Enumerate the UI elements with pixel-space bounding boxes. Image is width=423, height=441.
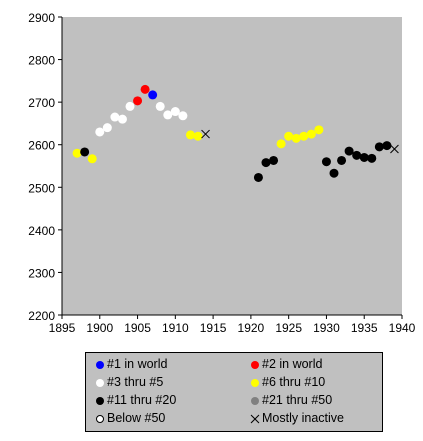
y-tick-label: 2700	[28, 96, 55, 110]
x-tick-label: 1905	[124, 321, 151, 335]
data-point	[291, 133, 301, 143]
data-point	[87, 154, 97, 164]
data-point	[117, 114, 127, 124]
data-point	[314, 125, 324, 135]
data-point	[178, 111, 188, 121]
data-point	[359, 152, 369, 162]
dot-marker-icon	[250, 357, 260, 373]
inactive-marker	[390, 144, 399, 154]
data-point	[352, 150, 362, 160]
data-point	[284, 131, 294, 141]
y-tick-label: 2300	[28, 266, 55, 280]
data-point	[261, 158, 271, 168]
legend-label: #1 in world	[107, 357, 168, 371]
x-tick-label: 1935	[351, 321, 378, 335]
data-point	[170, 107, 180, 117]
data-point	[95, 127, 105, 137]
legend-item: #21 thru #50	[250, 392, 332, 408]
x-tick-label: 1925	[275, 321, 302, 335]
legend-item: #2 in world	[250, 356, 322, 372]
data-point	[125, 101, 135, 111]
y-tick-label: 2900	[28, 11, 55, 25]
data-point	[110, 112, 120, 122]
dot-marker-icon	[250, 375, 260, 391]
legend-label: Below #50	[107, 411, 166, 425]
plot-area	[62, 17, 402, 315]
data-point	[148, 90, 158, 100]
legend-label: Mostly inactive	[262, 411, 344, 425]
data-point	[140, 84, 150, 94]
data-point	[163, 110, 173, 120]
data-point	[382, 141, 392, 151]
legend-label: #2 in world	[262, 357, 323, 371]
x-tick-label: 1915	[200, 321, 227, 335]
data-point	[321, 157, 331, 167]
data-point	[80, 147, 90, 157]
data-point	[306, 129, 316, 139]
legend-label: #11 thru #20	[107, 393, 177, 407]
data-point	[344, 146, 354, 156]
data-point	[374, 142, 384, 152]
data-point	[72, 148, 82, 158]
data-point	[276, 139, 286, 149]
scatter-chart: 1895 1900 1905 1910 1915 1920 1925 1930 1935 1940…	[28, 11, 416, 335]
legend-item: #3 thru #5	[95, 374, 163, 390]
data-point	[102, 123, 112, 133]
y-tick-label: 2200	[28, 309, 55, 323]
y-tick-label: 2400	[28, 224, 55, 238]
legend-label: #6 thru #10	[262, 375, 326, 389]
data-point	[329, 168, 339, 178]
y-tick-label: 2800	[28, 54, 55, 68]
x-tick-label: 1900	[86, 321, 113, 335]
ring-marker-icon	[95, 411, 105, 427]
data-point	[367, 153, 377, 163]
x-tick-label: 1910	[162, 321, 189, 335]
dot-marker-icon	[95, 393, 105, 409]
data-point	[155, 101, 165, 111]
dot-marker-icon	[250, 393, 260, 409]
legend-item: Mostly inactive	[250, 410, 344, 426]
inactive-marker	[201, 129, 210, 139]
legend-label: #21 thru #50	[262, 393, 333, 407]
dot-marker-icon	[95, 375, 105, 391]
data-point	[337, 155, 347, 165]
data-point	[253, 172, 263, 182]
legend-item: #11 thru #20	[95, 392, 176, 408]
chart-legend: #1 in world #2 in world #3 thru #5 #6 thru …	[85, 352, 383, 432]
legend-label: #3 thru #5	[107, 375, 164, 389]
x-tick-label: 1930	[313, 321, 340, 335]
y-tick-label: 2500	[28, 181, 55, 195]
data-point	[299, 131, 309, 141]
legend-item: #1 in world	[95, 356, 167, 372]
dot-marker-icon	[95, 357, 105, 373]
data-point	[133, 96, 143, 106]
data-point	[193, 131, 203, 141]
y-tick-label: 2600	[28, 139, 55, 153]
x-tick-label: 1920	[238, 321, 265, 335]
legend-item: #6 thru #10	[250, 374, 325, 390]
x-tick-label: 1940	[389, 321, 416, 335]
x-tick-label: 1895	[49, 321, 76, 335]
x-marker-icon	[250, 411, 260, 427]
legend-item: Below #50	[95, 410, 165, 426]
data-point	[269, 155, 279, 165]
data-point	[185, 130, 195, 140]
